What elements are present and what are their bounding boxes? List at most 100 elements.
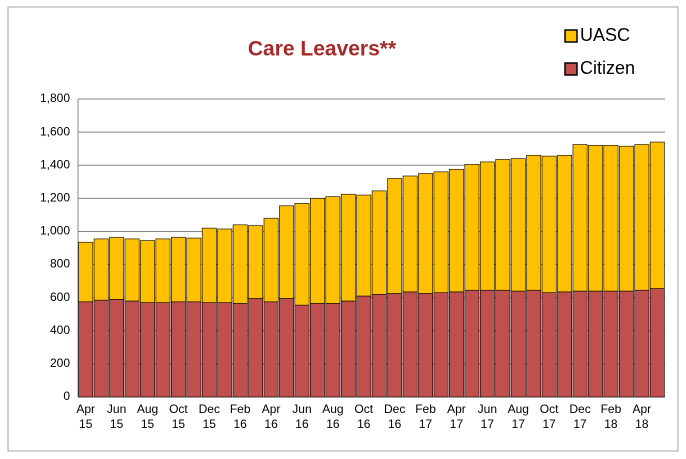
x-tick-label: Jun 17 [477,402,498,431]
bar-segment [634,144,650,291]
bar-segment [124,238,140,302]
bar-segment [402,291,418,398]
bar-segment [572,290,588,398]
bar-segment [649,141,665,289]
bar-segment [387,293,403,398]
bar-segment [634,289,650,398]
bar-segment [557,154,572,293]
y-tick-label: 1,600 [40,124,70,138]
bar-segment [325,303,341,398]
bar-segment [155,302,171,398]
legend-swatch [564,62,578,76]
bar-segment [294,203,310,306]
x-tick-label: Aug 15 [136,402,159,431]
x-tick-label: Aug 17 [507,402,529,431]
bar-segment [557,291,572,398]
bar-segment [279,205,294,299]
y-tick-label: 1,800 [40,91,70,105]
bar-segment [201,302,217,398]
bar-segment [387,178,403,294]
bar-segment [124,300,140,398]
bar-segment [433,292,449,398]
y-tick-label: 1,000 [40,224,70,238]
x-tick-label: Jun 15 [106,402,127,431]
bar-segment [464,289,480,398]
bar-segment [510,158,526,292]
bar-segment [495,289,511,398]
bar-segment [294,304,310,398]
x-tick-label: Jun 16 [292,402,312,431]
x-tick-label: Dec 16 [383,402,406,431]
bar-segment [603,145,619,292]
bar-segment [618,290,634,398]
bar-segment [171,236,186,303]
x-tick-label: Oct 15 [169,402,188,431]
bar-segment [201,227,217,303]
bar-segment [78,241,94,303]
bar-segment [418,293,433,398]
bar-segment [171,301,186,398]
bar-segment [510,290,526,398]
bar-segment [402,175,418,293]
x-tick-label: Apr 15 [76,402,96,431]
bar-segment [93,238,109,301]
bar-segment [310,303,325,398]
bar-segment [186,237,202,303]
bar-segment [588,290,603,398]
y-tick-label: 200 [50,356,70,370]
x-tick-label: Feb 17 [415,402,436,431]
x-tick-label: Apr 17 [447,402,466,431]
bar-segment [340,300,356,398]
bar-segment [449,169,464,293]
x-tick-label: Feb 16 [229,402,251,431]
bar-segment [310,198,325,304]
bar-segment [526,154,542,291]
bar-segment [340,193,356,302]
legend-label: Citizen [580,58,635,78]
y-tick-label: 1,400 [40,157,70,171]
bar-segment [603,290,619,398]
chart-title: Care Leavers** [248,38,397,61]
y-tick-label: 600 [50,290,70,304]
bar-segment [541,155,557,293]
bar-segment [526,289,542,398]
bar-segment [371,190,387,295]
bar-segment [248,298,264,398]
legend-swatch [564,29,578,43]
y-tick-label: 1,200 [40,191,70,205]
x-tick-label: Oct 16 [354,402,374,431]
bar-segment [418,173,433,294]
x-tick-label: Apr 16 [261,402,281,431]
bar-segment [140,302,155,398]
bar-segment [217,302,233,398]
legend-label: UASC [580,25,630,45]
x-tick-label: Feb 18 [600,402,622,431]
bar-segment [325,196,341,304]
bar-segment [140,240,155,303]
bar-segment [155,238,171,303]
x-tick-label: Apr 18 [632,402,652,431]
bar-segment [618,145,634,292]
bar-segment [248,225,264,299]
bar-segment [279,298,294,398]
bar-segment [433,171,449,294]
bar-segment [232,224,248,304]
bar-segment [109,299,125,398]
bar-segment [356,295,372,398]
x-tick-label: Aug 16 [322,402,344,431]
bar-segment [93,299,109,398]
bar-segment [588,145,603,292]
y-tick-label: 800 [50,257,70,271]
bar-segment [572,144,588,292]
bar-segment [217,228,233,303]
bar-segment [449,291,464,398]
bar-segment [263,217,279,303]
bar-segment [479,289,495,398]
bar-segment [263,301,279,398]
bar-segment [464,164,480,291]
bar-segment [232,303,248,398]
x-tick-label: Oct 17 [539,402,559,431]
bar-segment [479,161,495,291]
